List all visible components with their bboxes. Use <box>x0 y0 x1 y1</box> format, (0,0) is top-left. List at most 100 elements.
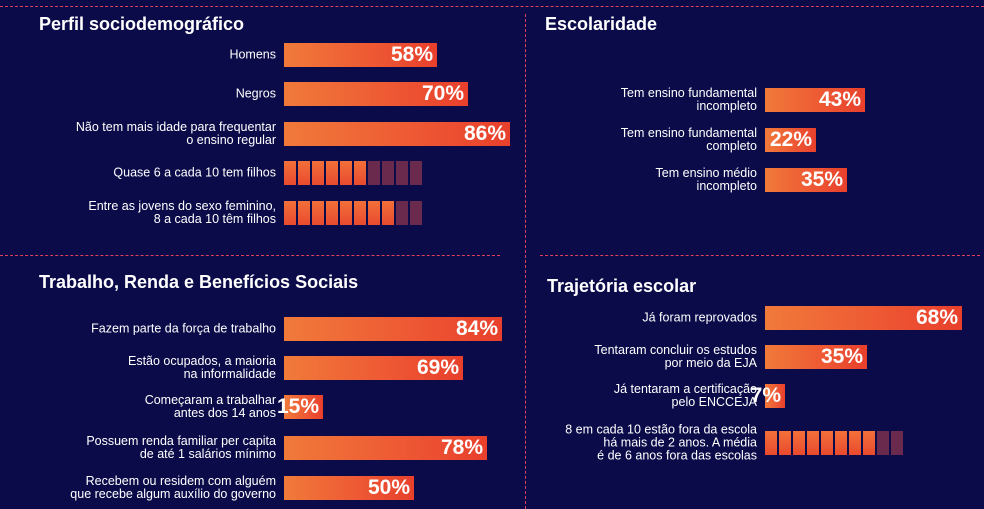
bar-value-label: 86% <box>463 122 506 145</box>
block-filled <box>284 201 296 225</box>
bar-value-label: 84% <box>455 317 498 340</box>
block-array <box>284 201 422 225</box>
block-filled <box>821 431 833 455</box>
bar-row: Começaram a trabalhar antes dos 14 anos 1… <box>0 393 984 420</box>
bar-category-label: Tem ensino fundamental completo <box>620 126 757 153</box>
bar: 68% <box>765 306 962 330</box>
bar-row: Já tentaram a certificação pelo ENCCEJA 7… <box>0 383 984 409</box>
bar-row: Tem ensino fundamental completo 22% <box>0 126 984 153</box>
panel-trabalho: Trabalho, Renda e Benefícios Sociais Faz… <box>39 272 502 501</box>
icon-row-label: 8 em cada 10 estão fora da escola há mai… <box>565 422 757 463</box>
bar: 7% <box>751 384 785 408</box>
block-filled <box>354 201 366 225</box>
bar: 78% <box>284 436 487 460</box>
panel-title: Perfil sociodemográfico <box>39 14 245 34</box>
bar: 86% <box>284 122 510 146</box>
block-filled <box>298 161 310 185</box>
bar: 84% <box>284 317 502 341</box>
bar: 43% <box>765 88 865 112</box>
block-filled <box>284 161 296 185</box>
block-empty <box>396 201 408 225</box>
block-empty <box>891 431 903 455</box>
bar-value-label: 70% <box>421 82 464 105</box>
bar: 69% <box>284 356 463 380</box>
block-filled <box>779 431 791 455</box>
middle-divider-right <box>540 255 980 256</box>
bar-row: Negros 70% <box>0 82 984 106</box>
block-filled <box>863 431 875 455</box>
bar-row: Estão ocupados, a maioria na informalida… <box>0 354 984 381</box>
bar-category-label: Fazem parte da força de trabalho <box>91 321 276 336</box>
icon-row-label: Entre as jovens do sexo feminino, 8 a ca… <box>88 199 276 226</box>
center-divider <box>525 14 526 509</box>
block-empty <box>382 161 394 185</box>
block-filled <box>765 431 777 455</box>
panel-title: Trajetória escolar <box>547 276 697 296</box>
block-filled <box>368 201 380 225</box>
bar-row: Recebem ou residem com alguém que recebe… <box>0 474 984 501</box>
block-array <box>284 161 422 185</box>
bar-category-label: Começaram a trabalhar antes dos 14 anos <box>144 393 276 420</box>
block-filled <box>340 161 352 185</box>
bar-row: Tentaram concluir os estudos por meio da… <box>0 343 984 370</box>
bar: 15% <box>277 395 323 419</box>
bar-value-label: 50% <box>367 476 410 499</box>
bar: 22% <box>765 128 816 152</box>
block-empty <box>368 161 380 185</box>
bar-row: Não tem mais idade para frequentar o ens… <box>0 120 984 147</box>
block-filled <box>340 201 352 225</box>
bar-category-label: Estão ocupados, a maioria na informalida… <box>127 354 276 381</box>
panel-title: Trabalho, Renda e Benefícios Sociais <box>39 272 359 292</box>
bar-row: Já foram reprovados 68% <box>0 306 984 330</box>
bar: 50% <box>284 476 414 500</box>
bar-value-label: 43% <box>818 88 861 111</box>
bar: 35% <box>765 168 847 192</box>
bar-category-label: Não tem mais idade para frequentar o ens… <box>75 120 276 147</box>
bar: 70% <box>284 82 468 106</box>
bar-category-label: Tem ensino médio incompleto <box>655 166 757 193</box>
block-filled <box>298 201 310 225</box>
icon-row: Entre as jovens do sexo feminino, 8 a ca… <box>0 199 984 226</box>
block-empty <box>877 431 889 455</box>
block-filled <box>312 201 324 225</box>
bar-row: Possuem renda familiar per capita de até… <box>0 435 984 461</box>
block-empty <box>396 161 408 185</box>
bar-row: Homens 58% <box>0 43 984 67</box>
block-empty <box>410 161 422 185</box>
icon-row-label: Quase 6 a cada 10 tem filhos <box>113 165 276 180</box>
panel-escolaridade: Escolaridade Tem ensino fundamental inco… <box>0 0 984 250</box>
block-filled <box>807 431 819 455</box>
block-filled <box>354 161 366 185</box>
bar-row: Fazem parte da força de trabalho 84% <box>0 317 984 341</box>
bar-value-label: 58% <box>390 43 433 66</box>
bar: 35% <box>765 345 867 369</box>
bar: 58% <box>284 43 437 67</box>
bar-category-label: Tentaram concluir os estudos por meio da… <box>594 343 757 370</box>
bar-value-label: 15% <box>276 395 319 418</box>
bar-category-label: Recebem ou residem com alguém que recebe… <box>70 474 276 501</box>
block-filled <box>849 431 861 455</box>
bar-value-label: 35% <box>820 345 863 368</box>
bar-row: Tem ensino médio incompleto 35% <box>0 166 984 193</box>
icon-row: Quase 6 a cada 10 tem filhos <box>0 161 984 185</box>
panel-perfil: Perfil sociodemográfico Homens 58% Negros 7… <box>0 0 520 250</box>
block-filled <box>793 431 805 455</box>
icon-row: 8 em cada 10 estão fora da escola há mai… <box>0 423 984 462</box>
block-filled <box>835 431 847 455</box>
bar-value-label: 69% <box>416 356 459 379</box>
bar-value-label: 78% <box>440 436 483 459</box>
bar-value-label: 68% <box>915 306 958 329</box>
block-filled <box>382 201 394 225</box>
bar-value-label: 7% <box>750 384 781 407</box>
block-empty <box>410 201 422 225</box>
bar-value-label: 35% <box>800 168 843 191</box>
block-filled <box>326 161 338 185</box>
bar-value-label: 22% <box>769 128 812 151</box>
middle-divider-left <box>0 255 500 256</box>
bar-category-label: Homens <box>229 47 276 62</box>
top-divider <box>0 6 984 7</box>
block-array <box>765 431 903 455</box>
block-filled <box>312 161 324 185</box>
panel-title: Escolaridade <box>545 14 658 34</box>
